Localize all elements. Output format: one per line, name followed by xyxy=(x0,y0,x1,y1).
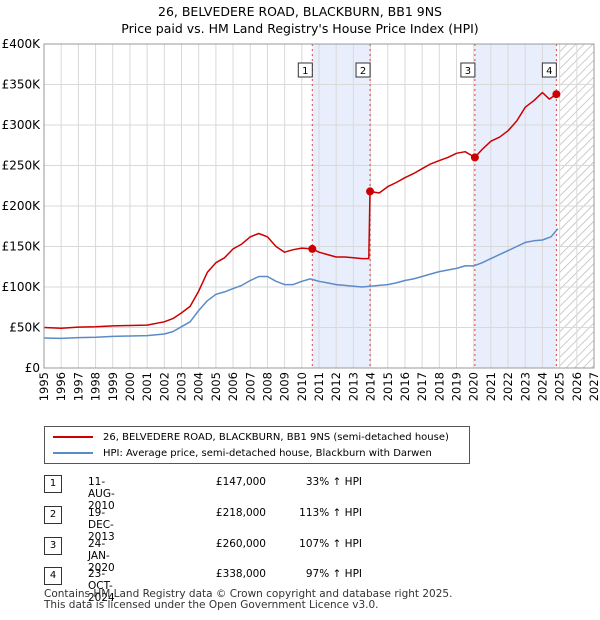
y-tick-label: £150K xyxy=(2,240,42,254)
transaction-date: 23-OCT-2024 xyxy=(88,568,115,604)
price-chart: £0 £50K £100K £150K £200K £250K £300K £350K £400… xyxy=(2,37,600,401)
x-tick-label: 2009 xyxy=(278,372,292,401)
x-tick-label: 2019 xyxy=(450,372,464,401)
legend-item-property: 26, BELVEDERE ROAD, BLACKBURN, BB1 9NS (… xyxy=(53,429,449,445)
x-tick-label: 2017 xyxy=(415,372,429,401)
legend-label-hpi: HPI: Average price, semi-detached house,… xyxy=(103,447,432,459)
annotation-box xyxy=(297,62,313,78)
x-tick-label: 2023 xyxy=(518,372,532,401)
legend-swatch-hpi xyxy=(53,452,93,454)
x-tick-label: 2012 xyxy=(329,372,343,401)
y-tick-label: £0 xyxy=(25,361,40,375)
x-tick-label: 2011 xyxy=(312,372,326,401)
x-tick-label: 2003 xyxy=(175,372,189,401)
property-series-line xyxy=(43,91,559,330)
y-tick-label: £100K xyxy=(2,280,42,294)
annotation-label: 1 xyxy=(302,66,308,77)
x-tick-label: 1997 xyxy=(71,372,85,401)
transaction-hpi: 33% ↑ HPI xyxy=(305,476,362,488)
x-tick-label: 2026 xyxy=(570,372,584,401)
x-tick-label: 2005 xyxy=(209,372,223,401)
annotation-box xyxy=(355,62,371,78)
sale-point xyxy=(470,153,479,162)
chart-subtitle: Price paid vs. HM Land Registry's House … xyxy=(121,21,479,36)
sale-point xyxy=(308,244,317,253)
x-tick-label: 2006 xyxy=(226,372,240,401)
x-tick-label: 2008 xyxy=(260,372,274,401)
x-tick-label: 2020 xyxy=(467,372,481,401)
legend: 26, BELVEDERE ROAD, BLACKBURN, BB1 9NS (… xyxy=(44,426,470,464)
sale-point xyxy=(366,187,375,196)
y-tick-label: £200K xyxy=(2,199,42,213)
y-tick-label: £350K xyxy=(2,78,42,92)
x-tick-label: 2000 xyxy=(123,372,137,401)
x-tick-label: 2016 xyxy=(398,372,412,401)
annotation-label: 2 xyxy=(360,66,366,77)
chart-title: 26, BELVEDERE ROAD, BLACKBURN, BB1 9NS xyxy=(158,4,442,19)
transaction-hpi: 97% ↑ HPI xyxy=(305,568,362,580)
x-tick-label: 1995 xyxy=(37,372,51,401)
footer: Contains HM Land Registry data © Crown c… xyxy=(44,589,452,611)
transaction-price: £338,000 xyxy=(215,568,266,580)
x-tick-label: 1996 xyxy=(54,372,68,401)
footer-copyright: Contains HM Land Registry data © Crown c… xyxy=(44,588,453,600)
legend-swatch-property xyxy=(53,436,93,438)
x-tick-label: 2001 xyxy=(140,372,154,401)
x-tick-label: 2013 xyxy=(346,372,360,401)
footer-licence: This data is licensed under the Open Gov… xyxy=(44,599,379,611)
x-tick-label: 2010 xyxy=(295,372,309,401)
x-tick-label: 2015 xyxy=(381,372,395,401)
x-tick-label: 2021 xyxy=(484,372,498,401)
transaction-date: 24-JAN-2020 xyxy=(88,538,115,574)
x-tick-label: 2024 xyxy=(535,372,549,401)
transaction-price: £218,000 xyxy=(215,507,266,519)
y-tick-label: £250K xyxy=(2,159,42,173)
y-tick-label: £300K xyxy=(2,118,42,132)
annotation-box xyxy=(541,62,557,78)
x-tick-label: 1998 xyxy=(89,372,103,401)
transaction-number: 4 xyxy=(44,567,62,585)
annotation-label: 4 xyxy=(546,66,552,77)
transaction-number: 2 xyxy=(44,506,62,524)
x-tick-label: 2002 xyxy=(157,372,171,401)
x-tick-label: 2018 xyxy=(432,372,446,401)
transaction-price: £260,000 xyxy=(215,538,266,550)
x-tick-label: 2025 xyxy=(553,372,567,401)
transaction-date: 11-AUG-2010 xyxy=(88,476,115,512)
transaction-number: 1 xyxy=(44,475,62,493)
y-tick-label: £50K xyxy=(9,321,41,335)
x-tick-label: 1999 xyxy=(106,372,120,401)
annotation-label: 3 xyxy=(465,66,471,77)
x-tick-label: 2004 xyxy=(192,372,206,401)
transaction-hpi: 107% ↑ HPI xyxy=(299,538,362,550)
x-tick-label: 2022 xyxy=(501,372,515,401)
transaction-hpi: 113% ↑ HPI xyxy=(299,507,362,519)
plot-border xyxy=(43,43,595,369)
legend-label-property: 26, BELVEDERE ROAD, BLACKBURN, BB1 9NS (… xyxy=(103,431,449,443)
hpi-series-line xyxy=(43,228,559,340)
y-tick-label: £400K xyxy=(2,37,42,51)
sale-point xyxy=(552,90,561,99)
transaction-date: 19-DEC-2013 xyxy=(88,507,115,543)
x-tick-label: 2027 xyxy=(587,372,600,401)
x-tick-label: 2014 xyxy=(364,372,378,401)
annotation-box xyxy=(460,62,476,78)
legend-item-hpi: HPI: Average price, semi-detached house,… xyxy=(53,445,432,461)
x-tick-label: 2007 xyxy=(243,372,257,401)
transaction-price: £147,000 xyxy=(215,476,266,488)
transaction-number: 3 xyxy=(44,537,62,555)
